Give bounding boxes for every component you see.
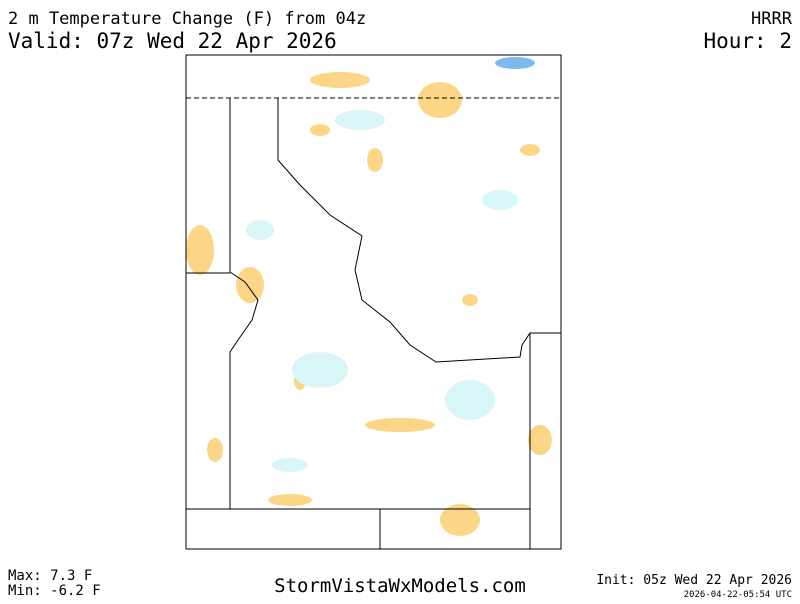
cold-area	[495, 57, 535, 69]
model: HRRR	[751, 9, 793, 29]
valid-time: Valid: 07z Wed 22 Apr 2026	[8, 29, 337, 53]
map-frame	[185, 54, 562, 550]
borders	[186, 98, 561, 549]
max-value: Max: 7.3 F	[8, 568, 92, 584]
title: 2 m Temperature Change (F) from 04z	[8, 9, 366, 29]
timestamp: 2026-04-22-05:54 UTC	[684, 590, 792, 600]
init-time: Init: 05z Wed 22 Apr 2026	[596, 573, 792, 588]
map-bg	[186, 55, 561, 549]
min-value: Min: -6.2 F	[8, 583, 101, 599]
warm-areas	[186, 72, 552, 536]
dashed-border	[186, 97, 561, 510]
forecast-hour: Hour: 2	[703, 29, 792, 53]
cool-areas	[246, 110, 518, 472]
site: StormVistaWxModels.com	[274, 575, 526, 597]
map	[185, 54, 562, 550]
